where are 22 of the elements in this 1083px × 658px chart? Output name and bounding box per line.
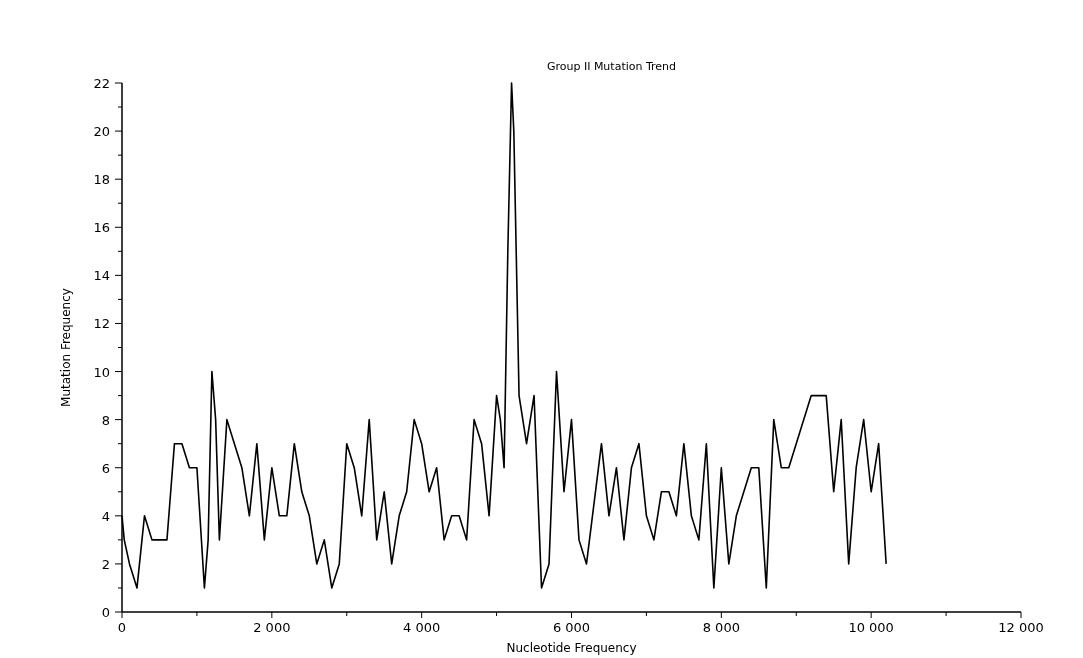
x-tick-label: 0 bbox=[117, 620, 127, 635]
x-tick-label: 12 000 bbox=[998, 620, 1044, 635]
y-tick-label: 6 bbox=[101, 460, 110, 476]
y-tick-label: 20 bbox=[93, 124, 110, 140]
y-tick-label: 16 bbox=[93, 220, 110, 236]
y-tick-label: 8 bbox=[101, 412, 110, 428]
y-tick-label: 4 bbox=[101, 508, 110, 524]
y-axis-title: Mutation Frequency bbox=[59, 288, 73, 407]
y-tick-label: 18 bbox=[93, 172, 110, 188]
x-tick-label: 2 000 bbox=[253, 620, 291, 635]
x-tick-label: 6 000 bbox=[552, 620, 591, 635]
y-tick-label: 22 bbox=[93, 76, 110, 91]
chart-title: Group II Mutation Trend bbox=[546, 60, 677, 73]
y-tick-label: 2 bbox=[101, 556, 110, 572]
x-tick-label: 10 000 bbox=[848, 620, 894, 635]
y-tick-label: 14 bbox=[93, 268, 110, 284]
x-tick-label: 4 000 bbox=[403, 620, 441, 635]
x-axis-title: Nucleotide Frequency bbox=[506, 641, 637, 655]
y-tick-label: 10 bbox=[93, 364, 110, 380]
y-tick-label: 0 bbox=[101, 605, 110, 620]
x-tick-label: 8 000 bbox=[702, 620, 740, 635]
y-tick-label: 12 bbox=[93, 316, 110, 332]
